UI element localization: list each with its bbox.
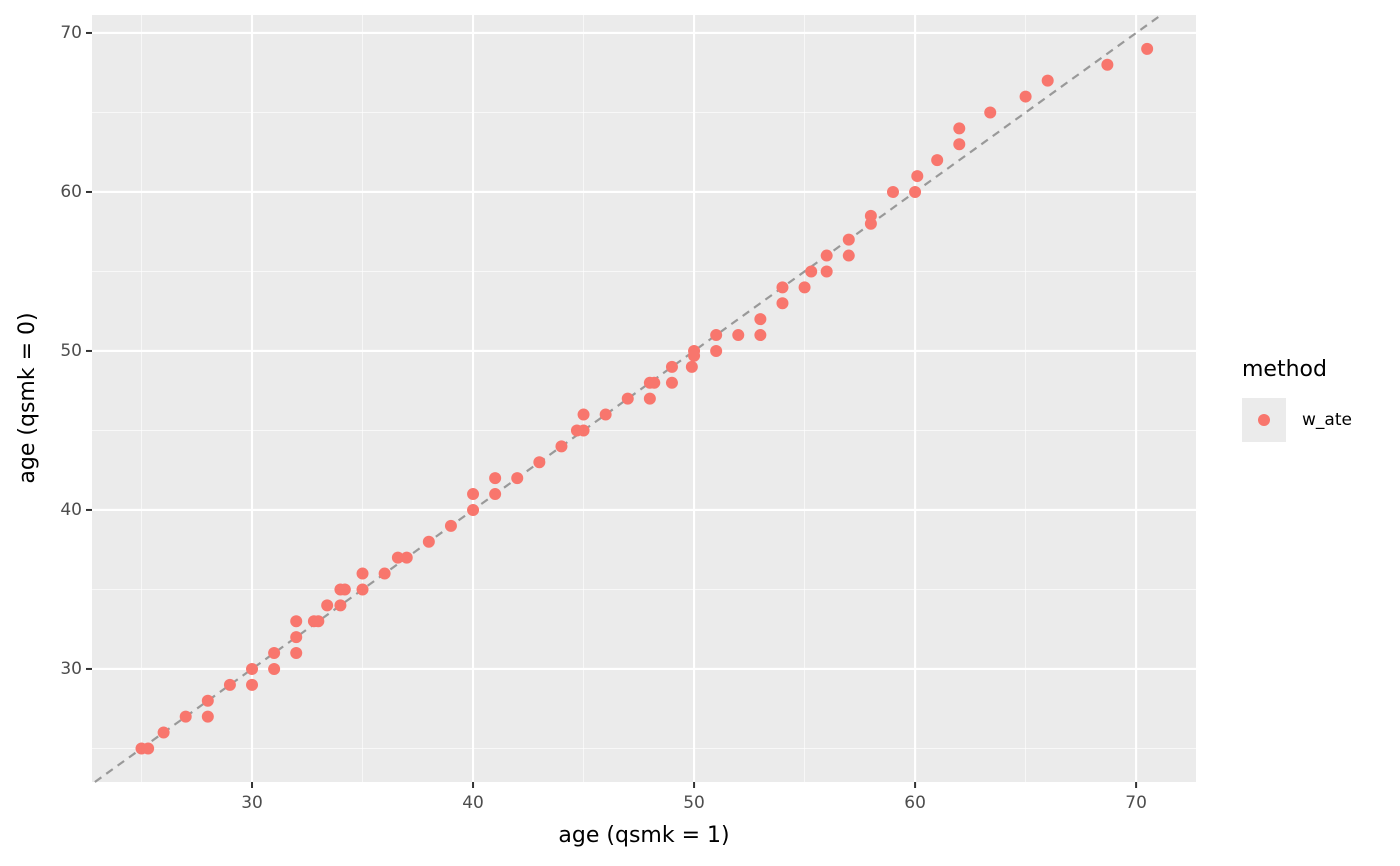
y-tick-label: 30 [60, 659, 82, 679]
point [312, 615, 325, 628]
point [953, 138, 966, 151]
point [732, 329, 745, 342]
point [984, 106, 997, 119]
point [201, 710, 214, 723]
point [223, 678, 236, 691]
y-tick-label: 70 [60, 23, 82, 43]
legend-label: w_ate [1302, 410, 1352, 430]
point [555, 440, 568, 453]
point [820, 265, 833, 278]
y-tick-label: 50 [60, 341, 82, 361]
point [710, 344, 723, 357]
point [268, 662, 281, 675]
point [511, 472, 524, 485]
x-tick-label: 40 [462, 793, 484, 813]
point [621, 392, 634, 405]
point [157, 726, 170, 739]
point [1101, 58, 1114, 71]
point [842, 233, 855, 246]
point [665, 360, 678, 373]
point [268, 647, 281, 660]
point [290, 615, 303, 628]
point [909, 185, 922, 198]
x-tick-label: 30 [241, 793, 263, 813]
point [246, 662, 259, 675]
x-axis-title: age (qsmk = 1) [558, 823, 729, 848]
point [931, 154, 944, 167]
point [754, 313, 767, 326]
point [864, 217, 877, 230]
point [1041, 74, 1054, 87]
point [422, 535, 435, 548]
point [201, 694, 214, 707]
y-tick-label: 40 [60, 500, 82, 520]
point [391, 551, 404, 564]
point [577, 424, 590, 437]
point [577, 408, 590, 421]
reference-line [94, 14, 1162, 783]
point [142, 742, 155, 755]
point [953, 122, 966, 135]
point [886, 185, 899, 198]
point [1019, 90, 1032, 103]
point [356, 567, 369, 580]
point [776, 281, 789, 294]
point [338, 583, 351, 596]
point [688, 349, 701, 362]
point [685, 360, 698, 373]
x-tick-label: 60 [904, 793, 926, 813]
point [321, 599, 334, 612]
point [356, 583, 369, 596]
point [467, 503, 480, 516]
point [820, 249, 833, 262]
point [1141, 42, 1154, 55]
legend-title: method [1242, 357, 1327, 382]
point [489, 472, 502, 485]
point [400, 551, 413, 564]
point [665, 376, 678, 389]
point [378, 567, 391, 580]
point [911, 170, 924, 183]
point [290, 631, 303, 644]
legend-marker [1258, 414, 1270, 426]
point [710, 329, 723, 342]
point [754, 329, 767, 342]
point [805, 265, 818, 278]
y-axis-title: age (qsmk = 0) [15, 312, 40, 483]
point [489, 488, 502, 501]
point [648, 376, 661, 389]
point [290, 647, 303, 660]
point [798, 281, 811, 294]
y-tick-label: 60 [60, 182, 82, 202]
point [444, 519, 457, 532]
point [533, 456, 546, 469]
x-tick-label: 50 [683, 793, 705, 813]
point [179, 710, 192, 723]
point [467, 488, 480, 501]
point [643, 392, 656, 405]
point [776, 297, 789, 310]
point [246, 678, 259, 691]
x-tick-label: 70 [1125, 793, 1147, 813]
point [599, 408, 612, 421]
point [334, 599, 347, 612]
point [842, 249, 855, 262]
